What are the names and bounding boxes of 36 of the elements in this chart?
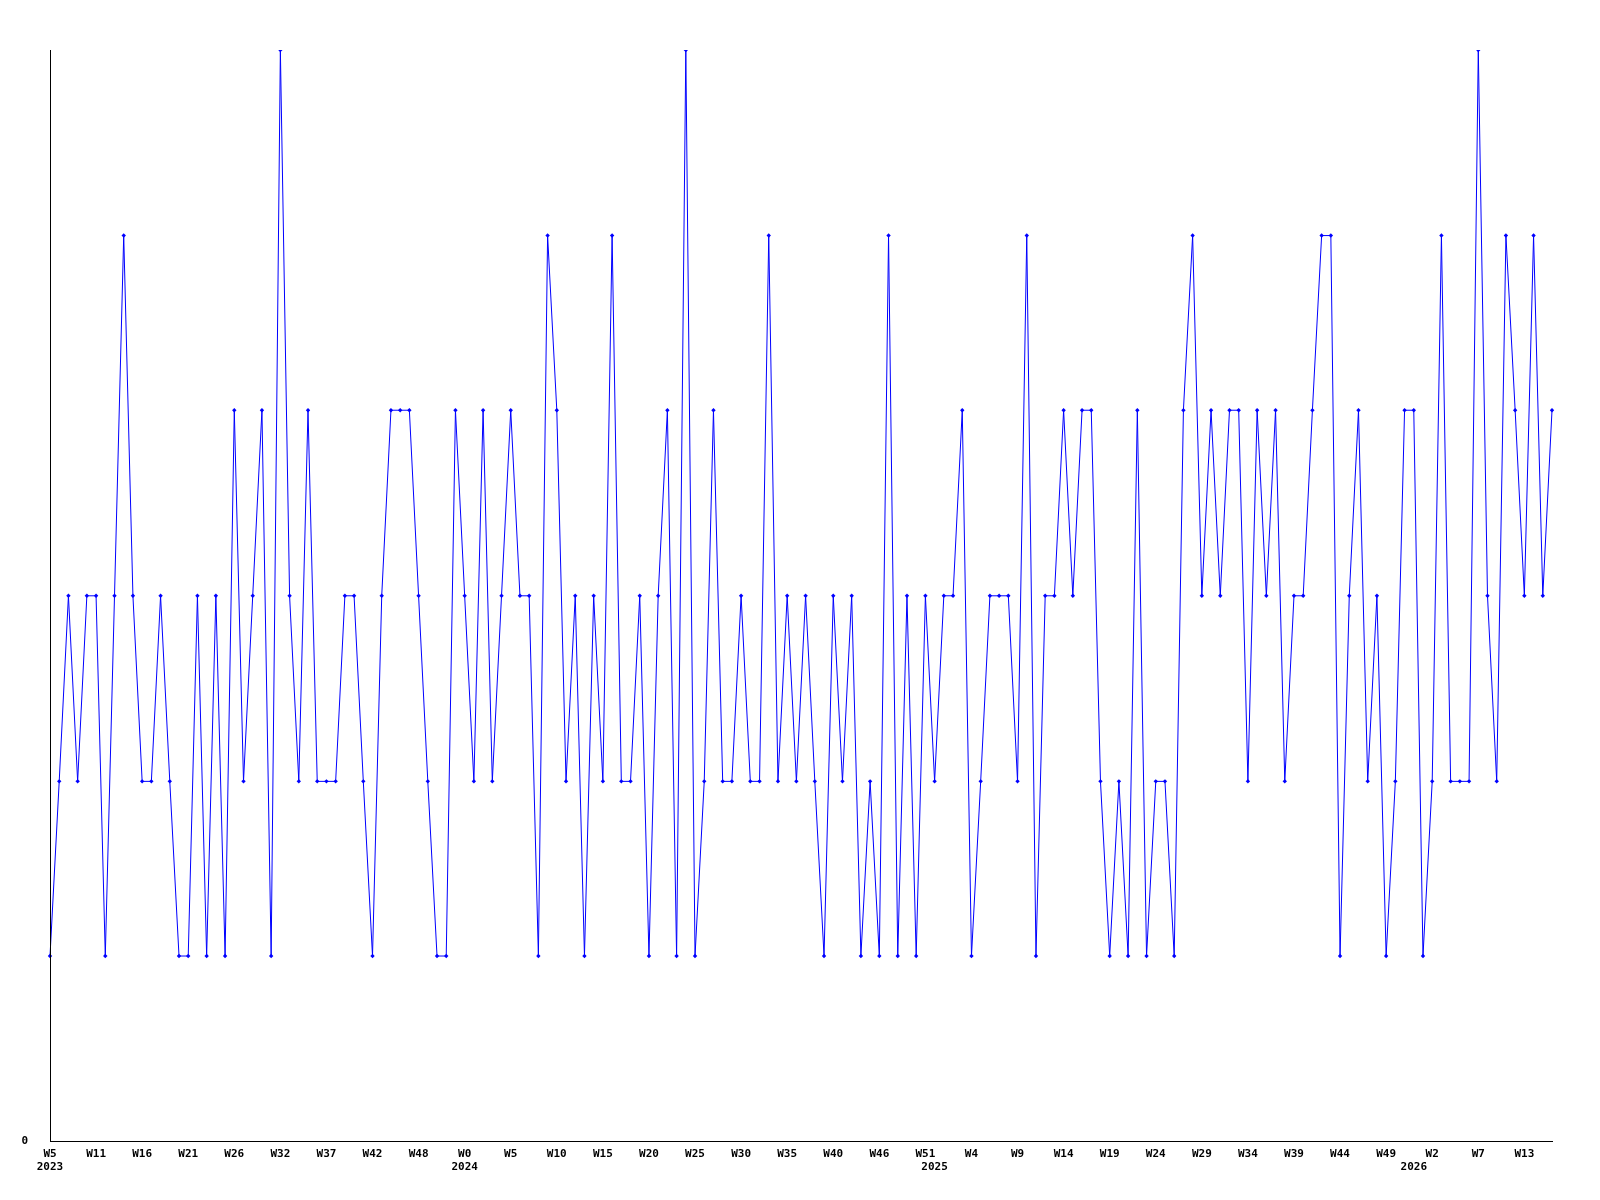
x-tick-label: W19 (1099, 1147, 1120, 1161)
x-tick-label: W20 (639, 1147, 659, 1161)
x-tick-label: W44 (1330, 1147, 1351, 1161)
x-tick-label: W49 (1376, 1147, 1397, 1161)
x-tick-label: W5 2023 (36, 1147, 64, 1174)
x-tick-label: 2025 (921, 1160, 948, 1174)
x-tick-label: W40 (823, 1147, 844, 1161)
x-tick-label: W4 (964, 1147, 979, 1161)
x-tick-label: W48 (408, 1147, 429, 1161)
x-tick-label: W35 (777, 1147, 798, 1161)
x-tick-label: W25 (685, 1147, 705, 1161)
x-tick-label: W11 (86, 1147, 107, 1161)
x-tick-label: W51 (915, 1147, 936, 1161)
x-tick-label: W46 (869, 1147, 890, 1161)
x-tick-label: W13 (1514, 1147, 1535, 1161)
x-tick-label: W42 (362, 1147, 383, 1161)
x-tick-label: W37 (316, 1147, 337, 1161)
x-tick-label: 2026 (1400, 1160, 1428, 1174)
x-tick-label: W5 (504, 1147, 518, 1161)
x-tick-label: W16 (132, 1147, 153, 1161)
x-tick-label: W29 (1191, 1147, 1212, 1161)
x-tick-label: W30 (731, 1147, 752, 1161)
x-tick-label: W2 (1425, 1147, 1439, 1161)
text: 0 (21, 1134, 28, 1148)
x-tick-label: W34 (1237, 1147, 1259, 1161)
x-tick-label: W9 (1010, 1147, 1025, 1161)
x-tick-label: W39 (1284, 1147, 1304, 1161)
x-tick-label: W14 (1053, 1147, 1074, 1161)
x-tick-label: W24 (1145, 1147, 1167, 1161)
x-tick-label: W10 (546, 1147, 567, 1161)
x-tick-label: W7 (1471, 1147, 1485, 1161)
x-tick-label: W32 (270, 1147, 291, 1161)
x-tick-label: W0 2024 (451, 1147, 479, 1174)
x-tick-label: W26 (224, 1147, 245, 1161)
x-tick-label: W15 (592, 1147, 613, 1161)
x-tick-label: W21 (178, 1147, 199, 1161)
